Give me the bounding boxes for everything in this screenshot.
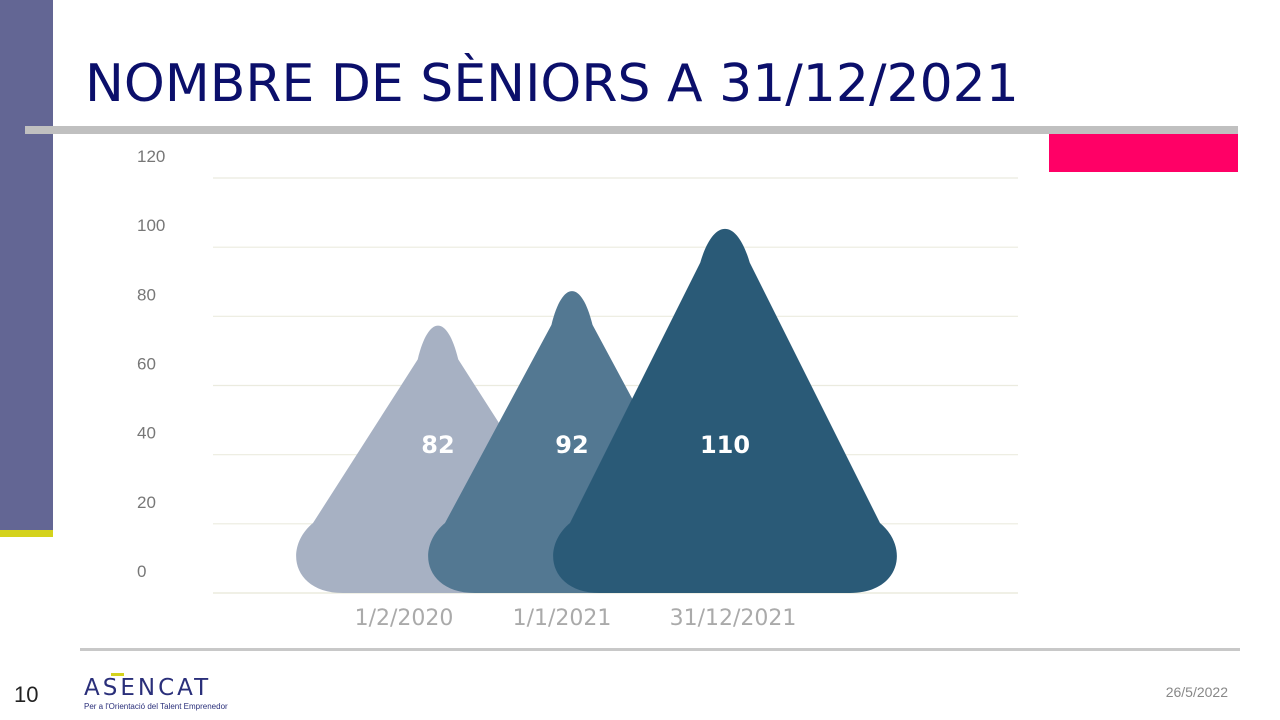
logo-wordmark: ASENCAT [84, 675, 212, 701]
x-axis-ticks: 1/2/2020 1/1/2021 31/12/2021 [355, 606, 797, 631]
chart-data-labels: 82 92 110 [421, 431, 750, 459]
data-label: 82 [421, 431, 454, 459]
y-tick-label: 80 [137, 285, 156, 304]
y-tick-label: 40 [137, 424, 156, 443]
footer-rule [80, 648, 1240, 651]
page-number: 10 [14, 682, 39, 707]
y-tick-label: 120 [137, 147, 165, 166]
y-axis-ticks: 0 20 40 60 80 100 120 [137, 147, 165, 581]
title-underline [25, 126, 1238, 134]
data-label: 110 [700, 431, 750, 459]
x-tick-label: 1/2/2020 [355, 606, 454, 631]
slide-title: NOMBRE DE SÈNIORS A 31/12/2021 [85, 54, 1019, 114]
y-tick-label: 0 [137, 562, 146, 581]
left-accent-yellow [0, 530, 53, 537]
left-accent-bar [0, 0, 53, 530]
asencat-logo: ASENCAT Per a l'Orientació del Talent Em… [84, 673, 228, 711]
y-tick-label: 60 [137, 355, 156, 374]
data-label: 92 [555, 431, 588, 459]
bar-31/12/2021 [553, 228, 897, 594]
chart-bars [296, 228, 897, 594]
y-tick-label: 20 [137, 493, 156, 512]
logo-tagline: Per a l'Orientació del Talent Emprenedor [84, 702, 228, 711]
pink-accent-block [1049, 134, 1238, 172]
x-tick-label: 1/1/2021 [513, 606, 612, 631]
slide-date: 26/5/2022 [1165, 684, 1228, 700]
logo-mark [111, 673, 124, 676]
x-tick-label: 31/12/2021 [670, 606, 797, 631]
y-tick-label: 100 [137, 216, 165, 235]
